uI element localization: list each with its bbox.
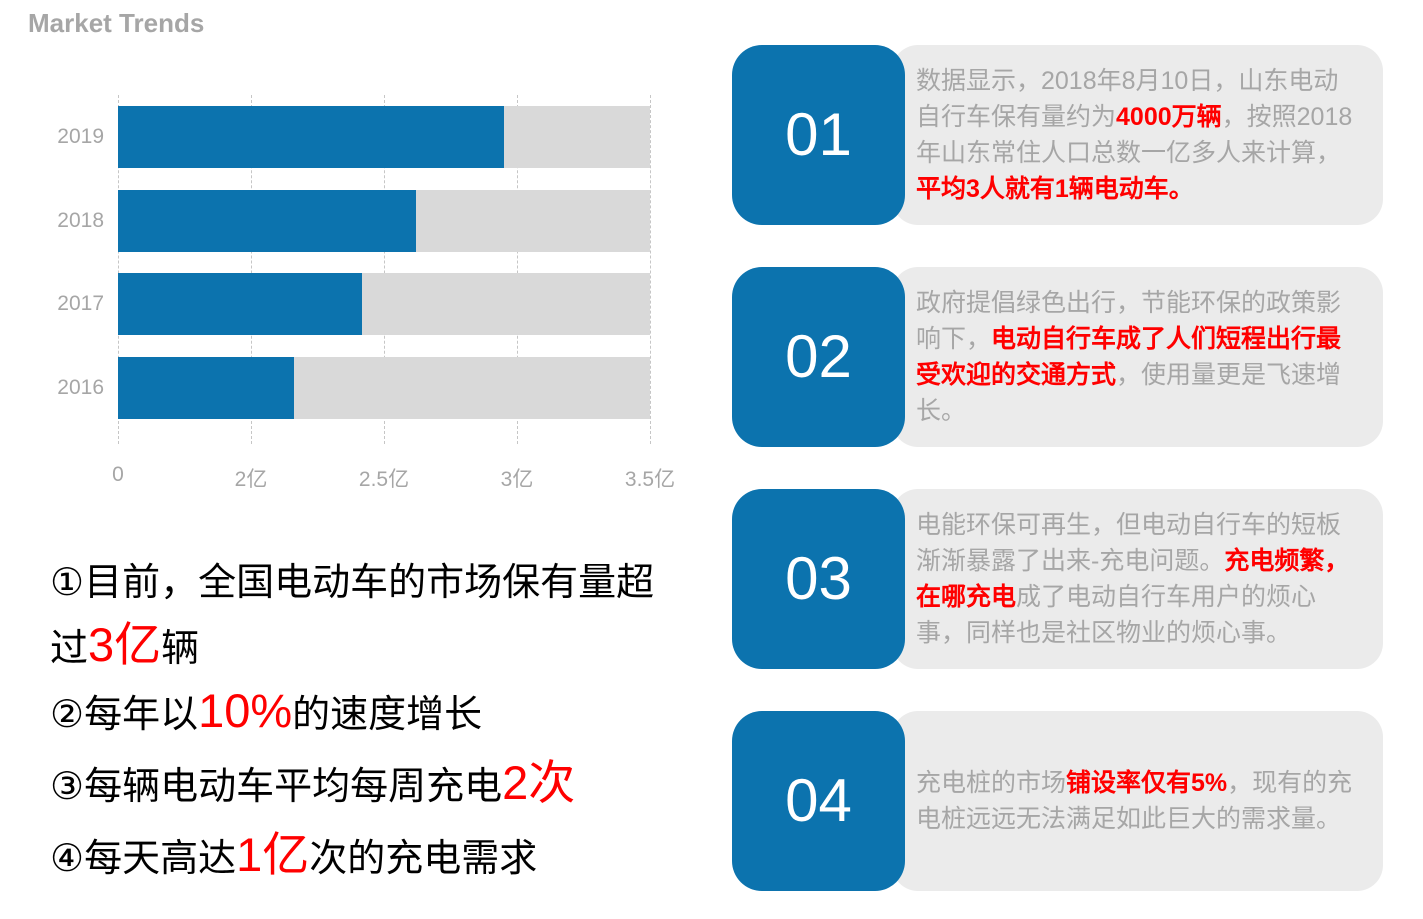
card-text: 数据显示，2018年8月10日，山东电动自行车保有量约为4000万辆，按照201… [892,53,1383,217]
highlighted-text: 铺设率仅有5% [1066,769,1228,797]
bar-chart-plot: 0 2亿 2.5亿 3亿 3.5亿 2019 2018 2017 2016 [57,95,675,491]
highlighted-text: 电动自行车成了人们短程出行最受欢迎的交通方式 [916,325,1342,389]
text-segment: 成了电动自行车用户的烦心事，同样也是社区物业的烦心事。 [916,583,1317,647]
y-axis-category-label: 2019 [57,124,104,148]
card-number: 01 [785,101,852,168]
gridline [517,95,518,444]
text-segment: 数据显示，2018年8月10日，山东电动自行车保有量约为 [916,67,1339,131]
text-segment: 次的充电需求 [309,838,538,880]
text-segment: 的速度增长 [292,694,483,736]
highlighted-text: 充电频繁，在哪充电 [916,547,1350,611]
card-text: 政府提倡绿色出行，节能环保的政策影响下，电动自行车成了人们短程出行最受欢迎的交通… [892,275,1383,439]
page-title: Market Trends [28,8,205,38]
text-segment: ②每年以 [50,694,199,736]
x-axis-tick-label: 3.5亿 [624,468,676,491]
text-segment: ，使用量更是飞速增长。 [916,361,1342,425]
card-number: 03 [785,545,852,612]
note-item-4: ④每天高达1亿次的充电需求 [50,824,700,890]
info-card-01: 数据显示，2018年8月10日，山东电动自行车保有量约为4000万辆，按照201… [732,45,1383,225]
note-item-1: ①目前，全国电动车的市场保有量超 过3亿辆 [50,552,700,680]
card-number-badge: 04 [732,711,905,891]
text-segment: ④每天高达 [50,838,237,880]
x-axis-tick-label: 2.5亿 [358,468,410,491]
bar-2016 [118,357,295,420]
note-item-2: ②每年以10%的速度增长 [50,680,700,746]
text-segment: 电能环保可再生，但电动自行车的短板渐渐暴露了出来-充电问题。 [916,511,1342,575]
card-text-panel: 电能环保可再生，但电动自行车的短板渐渐暴露了出来-充电问题。充电频繁，在哪充电成… [892,489,1383,669]
x-axis-tick-label: 3亿 [500,468,534,491]
y-axis-category-label: 2017 [57,292,104,316]
x-axis-tick-label: 2亿 [234,468,268,491]
text-segment: ，按照2018年山东常住人口总数一亿多人来计算， [916,103,1353,167]
gridline [118,95,119,444]
x-axis-tick-label: 0 [112,463,124,486]
info-card-04: 充电桩的市场铺设率仅有5%，现有的充电桩远远无法满足如此巨大的需求量。 04 [732,711,1383,891]
y-axis-category-label: 2018 [57,208,104,232]
card-number: 04 [785,767,852,834]
text-segment: 辆 [161,628,200,670]
text-segment: ③每辆电动车平均每周充电 [50,766,503,808]
card-number-badge: 01 [732,45,905,225]
gridline [251,95,252,444]
highlighted-text: 10% [198,684,293,737]
highlighted-text: 3亿 [88,618,162,671]
note-item-3: ③每辆电动车平均每周充电2次 [50,752,700,818]
gridline [384,95,385,444]
info-card-02: 政府提倡绿色出行，节能环保的政策影响下，电动自行车成了人们短程出行最受欢迎的交通… [732,267,1383,447]
highlighted-text: 平均3人就有1辆电动车。 [916,175,1194,203]
bar-2018 [118,189,416,252]
card-text-panel: 政府提倡绿色出行，节能环保的政策影响下，电动自行车成了人们短程出行最受欢迎的交通… [892,267,1383,447]
text-segment: 充电桩的市场 [916,769,1067,797]
text-segment: 政府提倡绿色出行，节能环保的政策影响下， [916,289,1342,353]
card-text-panel: 数据显示，2018年8月10日，山东电动自行车保有量约为4000万辆，按照201… [892,45,1383,225]
text-segment: ①目前，全国电动车的市场保有量超 过 [50,562,655,670]
bar-2019 [118,105,505,168]
card-number-badge: 03 [732,489,905,669]
card-text-panel: 充电桩的市场铺设率仅有5%，现有的充电桩远远无法满足如此巨大的需求量。 [892,711,1383,891]
card-text: 充电桩的市场铺设率仅有5%，现有的充电桩远远无法满足如此巨大的需求量。 [892,755,1383,847]
card-number: 02 [785,323,852,390]
text-segment: ，现有的充电桩远远无法满足如此巨大的需求量。 [916,769,1353,833]
bar-2017 [118,273,363,336]
card-number-badge: 02 [732,267,905,447]
card-text: 电能环保可再生，但电动自行车的短板渐渐暴露了出来-充电问题。充电频繁，在哪充电成… [892,497,1383,661]
info-card-03: 电能环保可再生，但电动自行车的短板渐渐暴露了出来-充电问题。充电频繁，在哪充电成… [732,489,1383,669]
market-notes: ①目前，全国电动车的市场保有量超 过3亿辆 ②每年以10%的速度增长 ③每辆电动… [50,552,700,890]
y-axis-category-label: 2016 [57,376,104,400]
highlighted-text: 2次 [502,756,576,809]
gridline [650,95,651,444]
highlighted-text: 4000万辆 [1116,103,1222,131]
highlighted-text: 1亿 [236,828,310,881]
